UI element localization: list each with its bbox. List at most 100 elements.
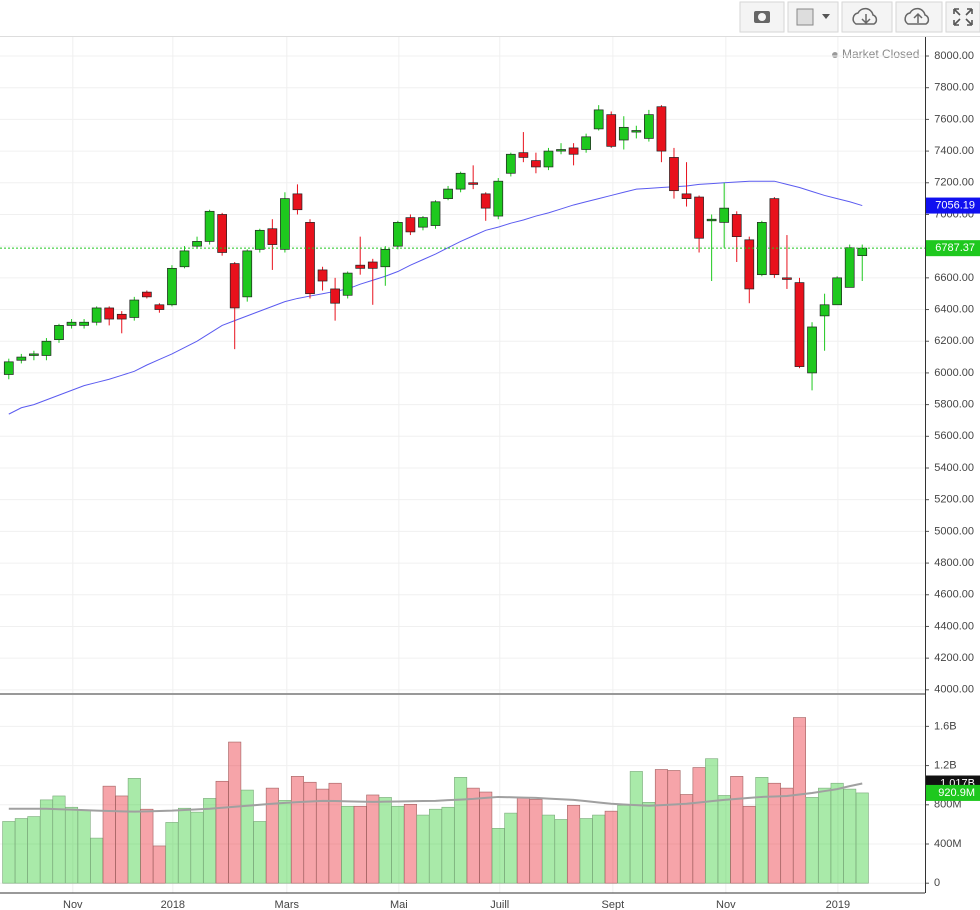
candle-body [731,214,742,238]
candle-body [706,218,717,222]
candle-body [844,247,855,288]
y-tick-label: 4400.00 [934,620,974,632]
x-tick-label: Nov [716,899,736,910]
candle-body [167,267,177,306]
y-tick-label: 7400.00 [934,145,974,157]
volume-bar [654,769,668,884]
candle-body [581,136,591,150]
volume-bar [328,782,342,884]
volume-bar [717,795,731,884]
last-volume-label-box [926,784,980,801]
candle-body [656,106,667,152]
volume-bar [353,805,367,884]
x-tick-label: Nov [63,899,83,910]
volume-bar [152,845,166,884]
candle-body [782,277,792,280]
volume-bar [265,787,279,884]
y-tick-label: 7200.00 [934,177,974,189]
candle-body [744,239,755,290]
volume-bar [316,788,330,884]
volume-bar [165,822,179,884]
candle-body [568,147,579,155]
toolbar [739,1,980,33]
candle-body [669,157,679,192]
volume-bar [240,789,254,884]
candle-body [242,250,253,298]
volume-bar [554,819,568,884]
candle-body [79,321,89,326]
candle-body [141,291,152,298]
fullscreen-button[interactable] [945,1,980,33]
volume-bar [115,795,129,884]
volume-bar [403,803,417,884]
y-tick-label: 8000.00 [934,50,974,62]
volume-bar [341,805,355,884]
volume-bar [290,776,304,884]
candle-body [129,299,140,318]
cloud-upload-icon [904,7,930,25]
volume-bar [479,791,493,884]
y-tick-label: 6600.00 [934,272,974,284]
x-tick-label: Sept [602,899,625,910]
y-tick-label: 5000.00 [934,525,974,537]
volume-bar [2,821,16,884]
volume-tick-label: 1.6B [934,720,957,732]
y-tick-label: 4800.00 [934,557,974,569]
volume-bar [140,808,154,884]
candle-body [819,304,830,317]
y-tick-label: 7600.00 [934,113,974,125]
candle-body [543,150,554,168]
candle-body [104,307,115,320]
camera-lens [758,13,766,21]
candle-body [393,222,403,247]
volume-bar [855,792,869,884]
ma-label-box [926,197,980,214]
save-button[interactable] [895,1,943,33]
volume-bar [90,837,104,884]
volume-bar [843,788,857,884]
volume-bar [604,810,618,884]
volume-bar [792,717,806,884]
volume-bar [516,797,530,884]
ma-label: 7056.19 [935,199,975,211]
x-tick-label: Mai [390,899,408,910]
candle-body [3,361,14,375]
volume-bar [278,800,292,884]
volume-tick-label: 400M [934,838,962,850]
candle-body [229,263,240,309]
candle-body [832,277,842,306]
candle-body [16,356,27,361]
volume-bar [215,780,229,884]
volume-bar [830,782,844,884]
x-tick-label: 2018 [161,899,185,910]
y-tick-label: 5800.00 [934,399,974,411]
y-tick-label: 5600.00 [934,430,974,442]
volume-bar [680,794,694,884]
candle-body [179,250,190,268]
candle-body [254,229,265,250]
volume-bar [780,787,794,884]
candle-body [330,288,340,304]
load-button[interactable] [841,1,893,33]
candle-body [593,109,604,130]
volume-bar [177,807,191,884]
volume-bar [429,808,443,884]
candle-body [192,241,202,247]
x-tick-label: Juill [490,899,509,910]
grid [0,37,925,893]
candle-body [305,222,315,295]
volume-bar [642,802,656,884]
y-tick-label: 6000.00 [934,367,974,379]
volume-bar [253,821,267,884]
x-tick-label: 2019 [826,899,850,910]
volume-bar [391,805,405,884]
candle-body [91,307,102,323]
volume-bar [629,771,643,884]
volume-bar [730,776,744,884]
candle-body [468,182,479,185]
candle-body [430,201,441,226]
last-price-label: 6787.37 [935,242,975,254]
style-swatch [796,8,814,26]
candle-body [455,172,466,190]
